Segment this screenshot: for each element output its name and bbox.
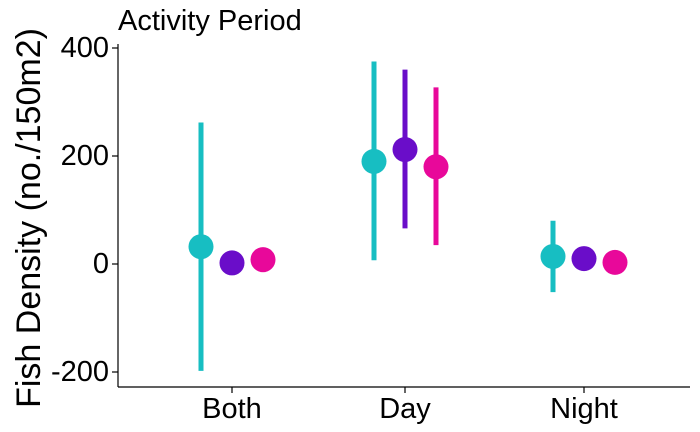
x-tick-label: Day [379, 393, 431, 425]
y-tick-label: 0 [93, 248, 109, 280]
x-tick-label: Both [202, 393, 262, 425]
x-tick-label: Night [550, 393, 618, 425]
data-point [602, 249, 628, 275]
data-point [188, 234, 214, 260]
plot-area: -200 0 200 400 Both Day Night [51, 32, 690, 425]
data-point [423, 154, 449, 180]
y-tick-label: 200 [61, 140, 109, 172]
chart-title: Activity Period [118, 5, 302, 37]
data-point [250, 247, 276, 273]
y-axis-label: Fish Density (no./150m2) [10, 28, 48, 408]
data-point [540, 243, 566, 269]
x-ticks: Both Day Night [202, 387, 618, 425]
data-marks [188, 61, 628, 371]
y-ticks: -200 0 200 400 [51, 32, 118, 388]
data-point [392, 137, 418, 163]
y-tick-label: -200 [51, 356, 109, 388]
data-point [361, 148, 387, 174]
y-tick-label: 400 [61, 32, 109, 64]
data-point [571, 246, 597, 272]
data-point [219, 250, 245, 276]
